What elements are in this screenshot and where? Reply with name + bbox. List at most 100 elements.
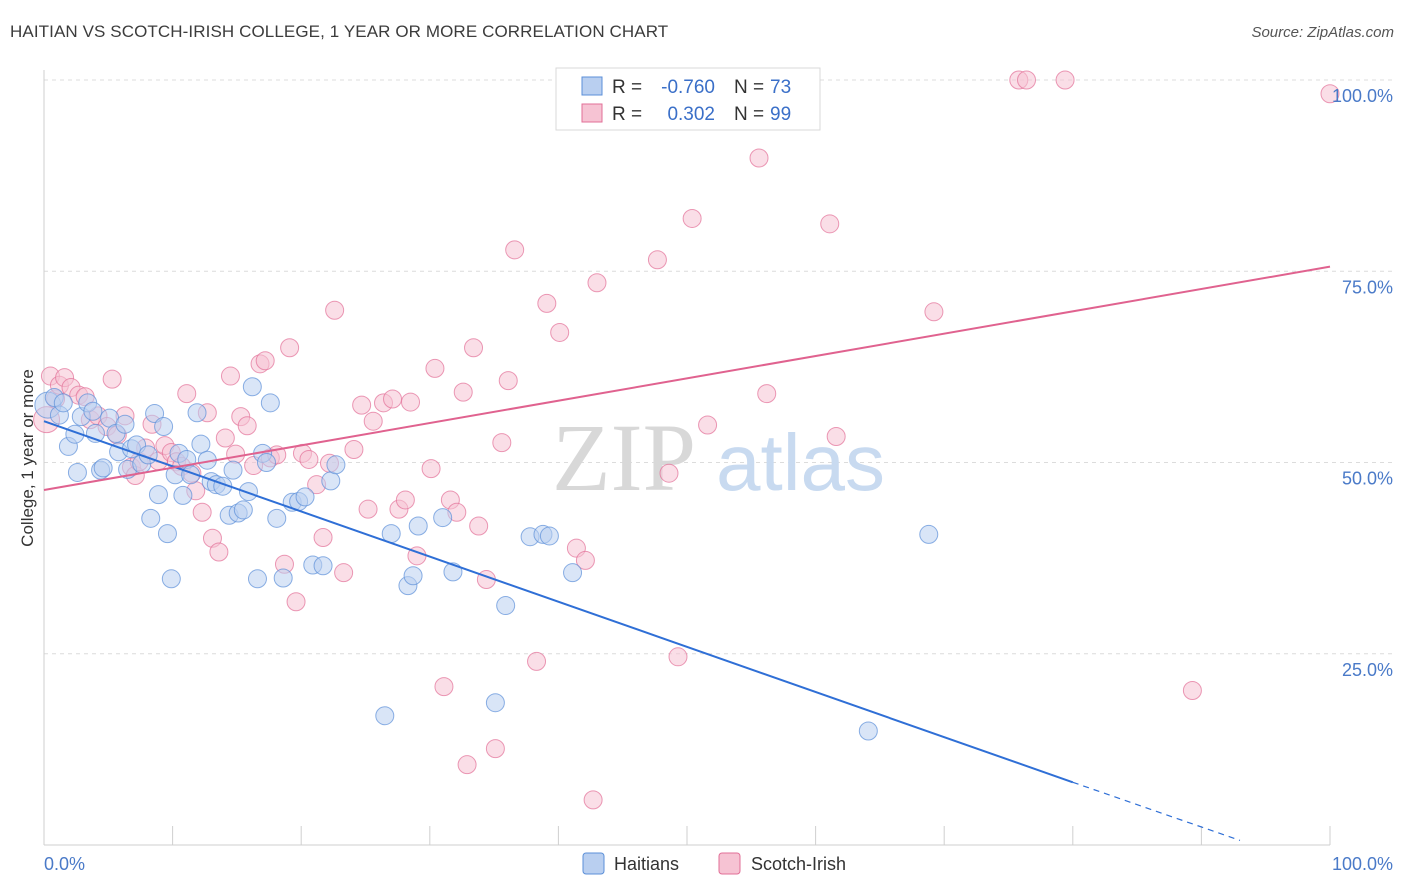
scotch-irish-point	[344, 439, 364, 459]
haitians-point	[247, 569, 267, 589]
scotch-irish-point	[215, 428, 235, 448]
legend-n-value: 99	[770, 104, 791, 125]
haitians-point	[83, 401, 103, 421]
haitians-point	[295, 487, 315, 507]
haitians-point	[919, 524, 939, 544]
haitians-point	[161, 569, 181, 589]
scotch-irish-point	[334, 563, 354, 583]
haitians-point	[403, 566, 423, 586]
scotch-irish-point	[299, 449, 319, 469]
haitians-point	[145, 404, 165, 424]
y-tick-label: 100.0%	[1332, 86, 1393, 106]
legend-r-value: -0.760	[661, 77, 715, 98]
scotch-irish-point	[469, 516, 489, 536]
y-tick-label: 25.0%	[1342, 660, 1393, 680]
haitians-point	[496, 596, 516, 616]
scotch-irish-point	[363, 411, 383, 431]
y-tick-labels: 25.0% 50.0% 75.0% 100.0%	[1332, 86, 1393, 680]
scotch-irish-point	[485, 739, 505, 759]
haitians-point	[223, 460, 243, 480]
x-tick-label-min: 0.0%	[44, 854, 85, 874]
haitians-trend-line	[43, 420, 1074, 784]
scotch-irish-point	[924, 302, 944, 322]
haitians-point	[321, 471, 341, 491]
scotch-irish-point	[1182, 680, 1202, 700]
scotch-irish-point	[698, 415, 718, 435]
scotch-irish-point	[757, 384, 777, 404]
legend-n-value: 73	[770, 77, 791, 98]
haitians-point	[273, 568, 293, 588]
scotch-irish-point	[575, 550, 595, 570]
scotch-irish-point	[401, 392, 421, 412]
haitians-point	[485, 693, 505, 713]
haitians-point	[858, 721, 878, 741]
scotch-irish-point	[325, 300, 345, 320]
scotch-irish-point	[505, 240, 525, 260]
haitians-point	[148, 485, 168, 505]
scotch-irish-point	[102, 369, 122, 389]
haitians-points	[34, 377, 939, 741]
bottom-legend: Haitians Scotch-Irish	[582, 852, 846, 875]
legend-r-label: R =	[612, 104, 642, 125]
haitians-point	[408, 516, 428, 536]
haitians-point	[260, 393, 280, 413]
haitians-point	[267, 508, 287, 528]
haitians-point	[187, 403, 207, 423]
haitians-point	[539, 526, 559, 546]
haitians-point	[53, 393, 73, 413]
scotch-irish-point	[583, 790, 603, 810]
scotch-irish-point	[358, 499, 378, 519]
chart-title: HAITIAN VS SCOTCH-IRISH COLLEGE, 1 YEAR …	[10, 22, 669, 41]
scotch-irish-point	[209, 542, 229, 562]
scotch-irish-point	[237, 416, 257, 436]
scotch-irish-point	[668, 647, 688, 667]
haitians-point	[242, 377, 262, 397]
legend-n-label: N =	[734, 77, 764, 98]
scotch-irish-trend-line	[43, 265, 1331, 492]
scotch-irish-point	[1320, 84, 1340, 104]
haitians-point	[375, 706, 395, 726]
scotch-irish-point	[280, 338, 300, 358]
haitians-point	[67, 462, 87, 482]
scotch-irish-point	[1055, 70, 1075, 90]
haitians-point	[115, 414, 135, 434]
legend-swatch-haitians	[581, 76, 603, 96]
y-tick-label: 75.0%	[1342, 277, 1393, 297]
scotch-irish-point	[492, 433, 512, 453]
scotch-irish-point	[1017, 70, 1037, 90]
haitians-point	[157, 524, 177, 544]
bottom-legend-swatch-scotch-irish	[718, 852, 741, 875]
trend-lines	[43, 265, 1331, 841]
scotch-irish-point	[383, 389, 403, 409]
scotch-irish-point	[220, 366, 240, 386]
haitians-point	[238, 482, 258, 502]
haitians-point	[326, 455, 346, 475]
scotch-irish-point	[192, 502, 212, 522]
y-tick-label: 50.0%	[1342, 469, 1393, 489]
y-axis-title: College, 1 year or more	[18, 369, 37, 547]
legend-swatch-scotch-irish	[581, 103, 603, 123]
scotch-irish-point	[457, 755, 477, 775]
haitians-point	[313, 556, 333, 576]
scotch-irish-point	[749, 148, 769, 168]
haitians-point	[433, 508, 453, 528]
scotch-irish-point	[313, 527, 333, 547]
haitians-point	[233, 500, 253, 520]
scotch-irish-point	[537, 293, 557, 313]
legend-r-value: 0.302	[667, 104, 715, 125]
haitians-point	[443, 562, 463, 582]
haitians-point	[191, 434, 211, 454]
scotch-irish-point	[286, 592, 306, 612]
bottom-legend-swatch-haitians	[582, 852, 605, 875]
scotch-irish-point	[352, 395, 372, 415]
scotch-irish-point	[395, 490, 415, 510]
scotch-irish-point	[820, 214, 840, 234]
scotch-irish-point	[587, 273, 607, 293]
watermark-zip: ZIP	[552, 404, 696, 511]
legend-n-label: N =	[734, 104, 764, 125]
scotch-irish-point	[682, 208, 702, 228]
scotch-irish-point	[425, 358, 445, 378]
haitians-point	[141, 508, 161, 528]
scotch-irish-point	[826, 426, 846, 446]
